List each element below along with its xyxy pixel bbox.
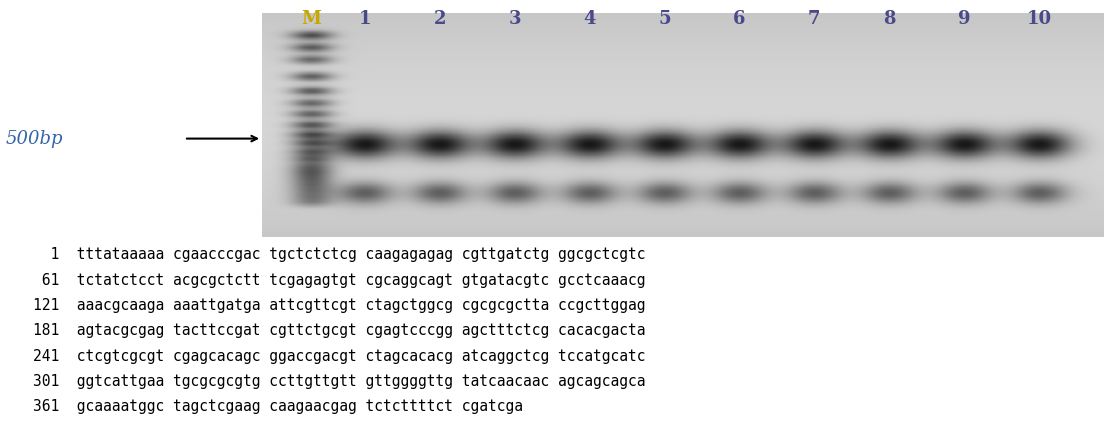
Text: 3: 3 <box>508 10 521 29</box>
Text: 8: 8 <box>883 10 895 29</box>
Text: 5: 5 <box>658 10 671 29</box>
Text: 1: 1 <box>358 10 371 29</box>
Text: 2: 2 <box>434 10 446 29</box>
Text: 9: 9 <box>958 10 970 29</box>
Text: 181  agtacgcgag tacttccgat cgttctgcgt cgagtcccgg agctttctcg cacacgacta: 181 agtacgcgag tacttccgat cgttctgcgt cga… <box>33 324 646 338</box>
Text: 301  ggtcattgaa tgcgcgcgtg ccttgttgtt gttggggttg tatcaacaac agcagcagca: 301 ggtcattgaa tgcgcgcgtg ccttgttgtt gtt… <box>33 374 646 389</box>
Text: 4: 4 <box>583 10 595 29</box>
Text: 361  gcaaaatggc tagctcgaag caagaacgag tctcttttct cgatcga: 361 gcaaaatggc tagctcgaag caagaacgag tct… <box>33 399 523 414</box>
Text: 500bp: 500bp <box>6 130 64 148</box>
Text: 1  tttataaaaa cgaacccgac tgctctctcg caagagagag cgttgatctg ggcgctcgtc: 1 tttataaaaa cgaacccgac tgctctctcg caaga… <box>33 248 646 262</box>
Text: M: M <box>301 10 321 29</box>
Text: 241  ctcgtcgcgt cgagcacagc ggaccgacgt ctagcacacg atcaggctcg tccatgcatc: 241 ctcgtcgcgt cgagcacagc ggaccgacgt cta… <box>33 349 646 364</box>
Text: 6: 6 <box>734 10 746 29</box>
Text: 10: 10 <box>1027 10 1051 29</box>
Text: 7: 7 <box>808 10 821 29</box>
Text: 61  tctatctcct acgcgctctt tcgagagtgt cgcaggcagt gtgatacgtc gcctcaaacg: 61 tctatctcct acgcgctctt tcgagagtgt cgca… <box>33 273 646 288</box>
Text: 121  aaacgcaaga aaattgatga attcgttcgt ctagctggcg cgcgcgctta ccgcttggag: 121 aaacgcaaga aaattgatga attcgttcgt cta… <box>33 298 646 313</box>
